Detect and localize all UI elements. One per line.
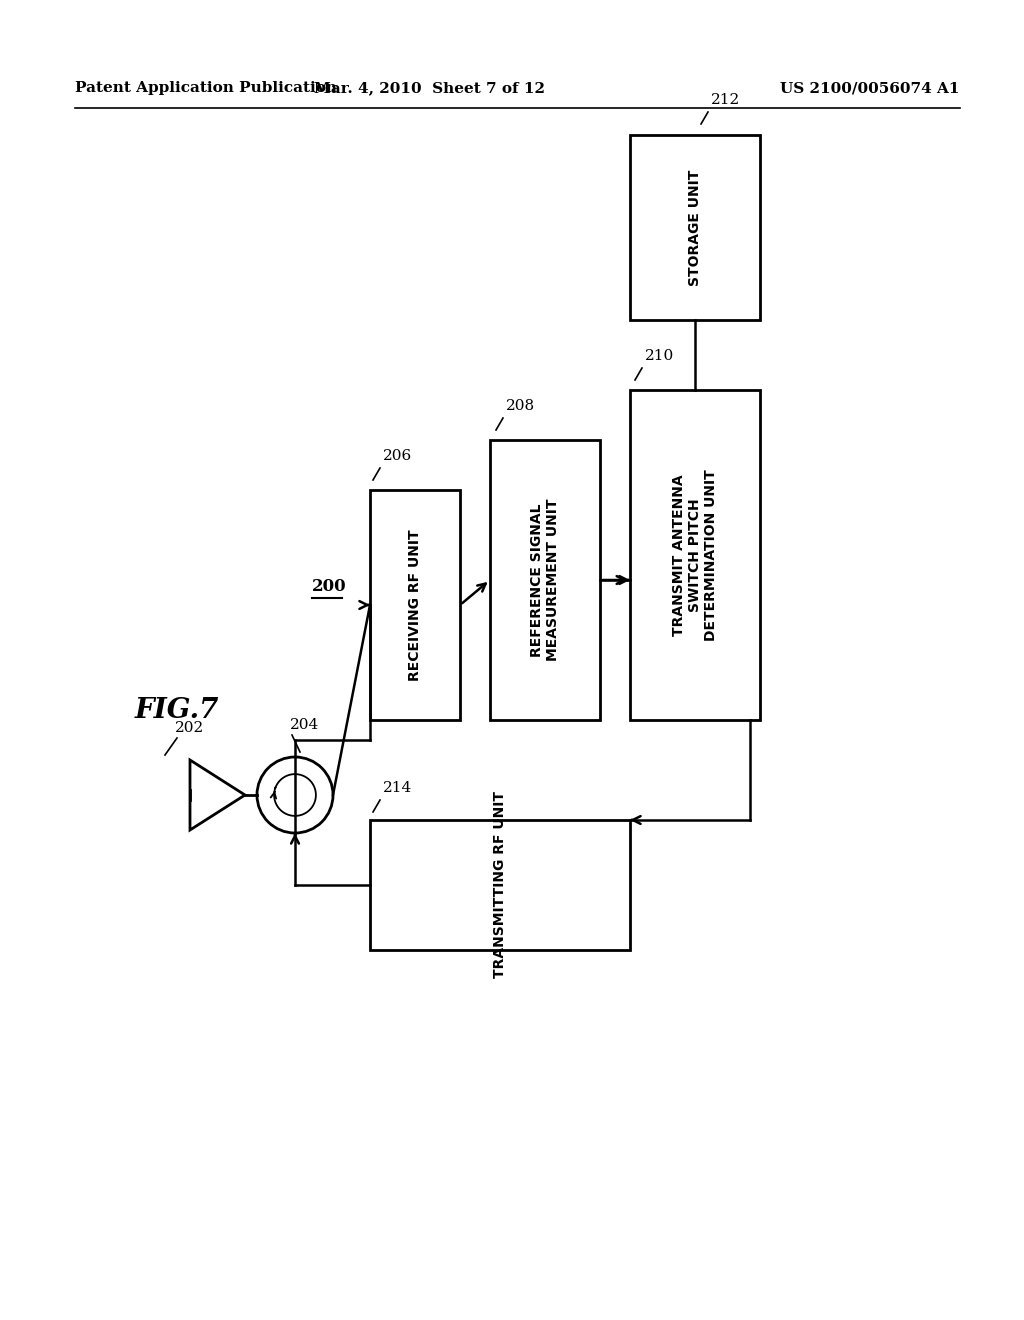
Text: 208: 208 xyxy=(506,399,536,413)
Text: Patent Application Publication: Patent Application Publication xyxy=(75,81,337,95)
Bar xyxy=(370,820,630,950)
Text: 210: 210 xyxy=(645,348,674,363)
Text: REFERENCE SIGNAL
MEASUREMENT UNIT: REFERENCE SIGNAL MEASUREMENT UNIT xyxy=(529,499,560,661)
Text: 204: 204 xyxy=(290,718,319,733)
Text: TRANSMIT ANTENNA
SWITCH PITCH
DETERMINATION UNIT: TRANSMIT ANTENNA SWITCH PITCH DETERMINAT… xyxy=(672,469,718,642)
Bar xyxy=(490,440,600,719)
Text: 200: 200 xyxy=(312,578,347,595)
Text: TRANSMITTING RF UNIT: TRANSMITTING RF UNIT xyxy=(493,792,507,978)
Bar xyxy=(630,389,760,719)
Bar xyxy=(630,135,760,319)
Bar xyxy=(370,490,460,719)
Text: RECEIVING RF UNIT: RECEIVING RF UNIT xyxy=(408,529,422,681)
Text: STORAGE UNIT: STORAGE UNIT xyxy=(688,169,702,285)
Text: 206: 206 xyxy=(383,449,413,463)
Text: Mar. 4, 2010  Sheet 7 of 12: Mar. 4, 2010 Sheet 7 of 12 xyxy=(314,81,546,95)
Text: US 2100/0056074 A1: US 2100/0056074 A1 xyxy=(780,81,961,95)
Text: 214: 214 xyxy=(383,781,413,795)
Text: 202: 202 xyxy=(175,721,204,735)
Text: 212: 212 xyxy=(711,92,740,107)
Text: FIG.7: FIG.7 xyxy=(135,697,219,723)
